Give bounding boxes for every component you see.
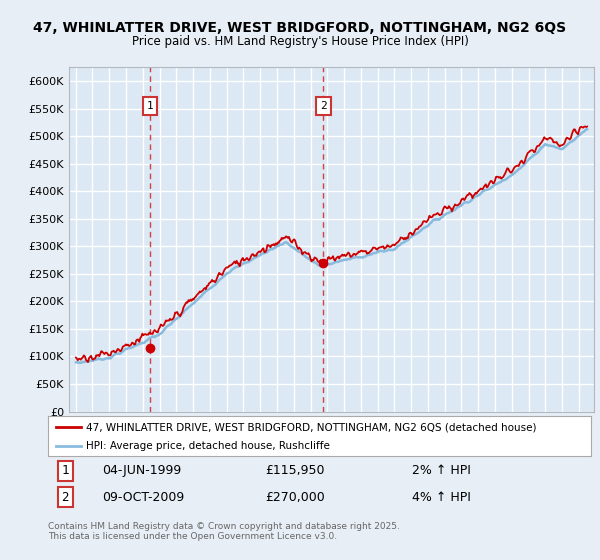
Text: 4% ↑ HPI: 4% ↑ HPI (412, 491, 470, 504)
Text: £115,950: £115,950 (265, 464, 325, 478)
Text: 2: 2 (320, 101, 327, 111)
Text: 1: 1 (62, 464, 69, 478)
Text: Contains HM Land Registry data © Crown copyright and database right 2025.
This d: Contains HM Land Registry data © Crown c… (48, 522, 400, 542)
Text: Price paid vs. HM Land Registry's House Price Index (HPI): Price paid vs. HM Land Registry's House … (131, 35, 469, 48)
Text: £270,000: £270,000 (265, 491, 325, 504)
Text: 09-OCT-2009: 09-OCT-2009 (103, 491, 185, 504)
Text: 47, WHINLATTER DRIVE, WEST BRIDGFORD, NOTTINGHAM, NG2 6QS: 47, WHINLATTER DRIVE, WEST BRIDGFORD, NO… (34, 21, 566, 35)
Text: 04-JUN-1999: 04-JUN-1999 (103, 464, 182, 478)
Text: 2: 2 (62, 491, 69, 504)
Text: HPI: Average price, detached house, Rushcliffe: HPI: Average price, detached house, Rush… (86, 441, 330, 451)
Text: 1: 1 (146, 101, 153, 111)
Text: 47, WHINLATTER DRIVE, WEST BRIDGFORD, NOTTINGHAM, NG2 6QS (detached house): 47, WHINLATTER DRIVE, WEST BRIDGFORD, NO… (86, 422, 536, 432)
Text: 2% ↑ HPI: 2% ↑ HPI (412, 464, 470, 478)
